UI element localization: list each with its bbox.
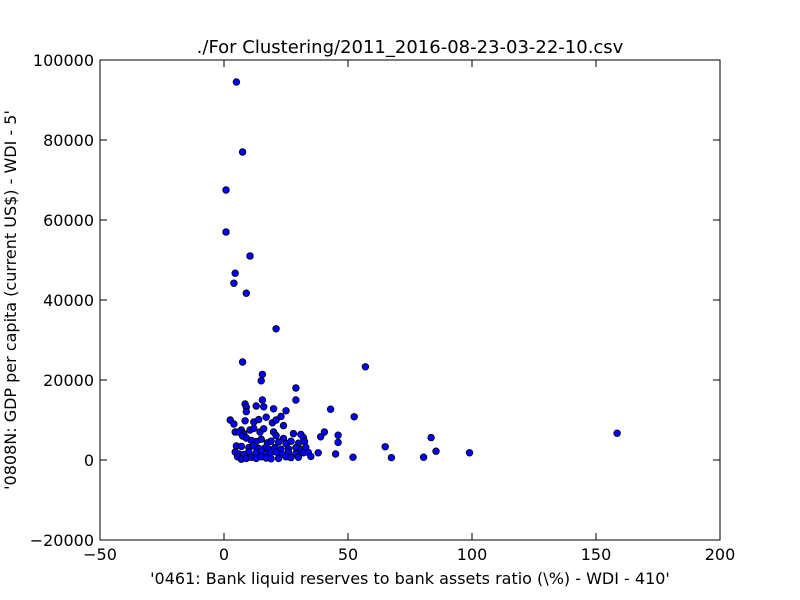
data-point: [289, 429, 298, 438]
data-point: [465, 449, 474, 457]
data-point: [262, 413, 270, 421]
data-point: [317, 433, 325, 441]
data-point: [387, 453, 396, 462]
data-point: [292, 384, 300, 392]
data-point: [326, 405, 335, 413]
data-point: [307, 452, 315, 461]
data-point: [267, 455, 275, 463]
data-point: [320, 428, 329, 436]
data-point: [282, 407, 290, 415]
data-point: [242, 407, 250, 416]
data-point: [613, 429, 621, 437]
data-point: [258, 370, 267, 379]
data-point: [232, 78, 241, 86]
data-point: [257, 377, 265, 385]
data-point: [272, 448, 280, 456]
y-tick-label: 40000: [43, 291, 94, 310]
data-point: [419, 453, 428, 461]
x-tick-label: −50: [83, 545, 117, 564]
data-point: [258, 396, 267, 404]
data-point: [255, 415, 263, 424]
data-point: [260, 403, 268, 411]
y-tick-label: 20000: [43, 371, 94, 390]
data-point: [272, 431, 280, 440]
data-point: [257, 435, 265, 443]
data-point: [250, 424, 258, 433]
data-point: [274, 438, 283, 446]
data-point: [252, 402, 260, 410]
data-point: [287, 437, 295, 445]
data-point: [349, 453, 357, 461]
y-tick-label: 100000: [33, 51, 94, 70]
data-point: [381, 443, 389, 451]
y-tick-label: 80000: [43, 131, 94, 150]
data-point: [242, 289, 250, 297]
data-point: [350, 413, 358, 421]
data-point: [427, 433, 435, 442]
data-point: [231, 269, 239, 277]
data-point: [274, 454, 283, 463]
x-axis-label: '0461: Bank liquid reserves to bank asse…: [150, 569, 670, 588]
x-tick-label: 150: [581, 545, 612, 564]
data-point: [334, 438, 342, 447]
data-point: [294, 453, 303, 461]
data-point: [272, 416, 280, 424]
data-point: [241, 417, 249, 425]
data-point: [230, 279, 238, 287]
x-tick-label: 100: [457, 545, 488, 564]
data-point: [277, 412, 285, 421]
y-tick-label: 60000: [43, 211, 94, 230]
data-points: [222, 78, 621, 463]
data-point: [246, 252, 254, 260]
data-point: [361, 363, 370, 371]
data-point: [230, 420, 238, 428]
data-point: [334, 431, 342, 439]
data-point: [222, 228, 230, 236]
data-point: [432, 447, 440, 455]
data-point: [238, 358, 247, 366]
data-point: [279, 421, 288, 430]
y-tick-label: 0: [84, 451, 94, 470]
y-axis-label: '0808N: GDP per capita (current US$) - W…: [1, 110, 20, 490]
data-point: [287, 453, 295, 462]
data-point: [222, 186, 230, 194]
data-point: [314, 449, 322, 457]
x-tick-label: 0: [219, 545, 229, 564]
data-point: [267, 437, 275, 445]
axis-ticks: −50 0 50 100 150 200 −20000 0 20000 40000 60000 800…: [30, 51, 736, 564]
data-point: [292, 396, 300, 404]
data-point: [272, 325, 280, 333]
chart-title: ./For Clustering/2011_2016-08-23-03-22-1…: [197, 37, 624, 58]
x-tick-label: 200: [705, 545, 736, 564]
data-point: [331, 450, 340, 458]
data-point: [269, 405, 278, 413]
x-tick-label: 50: [338, 545, 358, 564]
y-tick-label: −20000: [30, 531, 94, 550]
data-point: [238, 148, 247, 156]
data-point: [260, 425, 268, 433]
data-point: [237, 442, 246, 451]
